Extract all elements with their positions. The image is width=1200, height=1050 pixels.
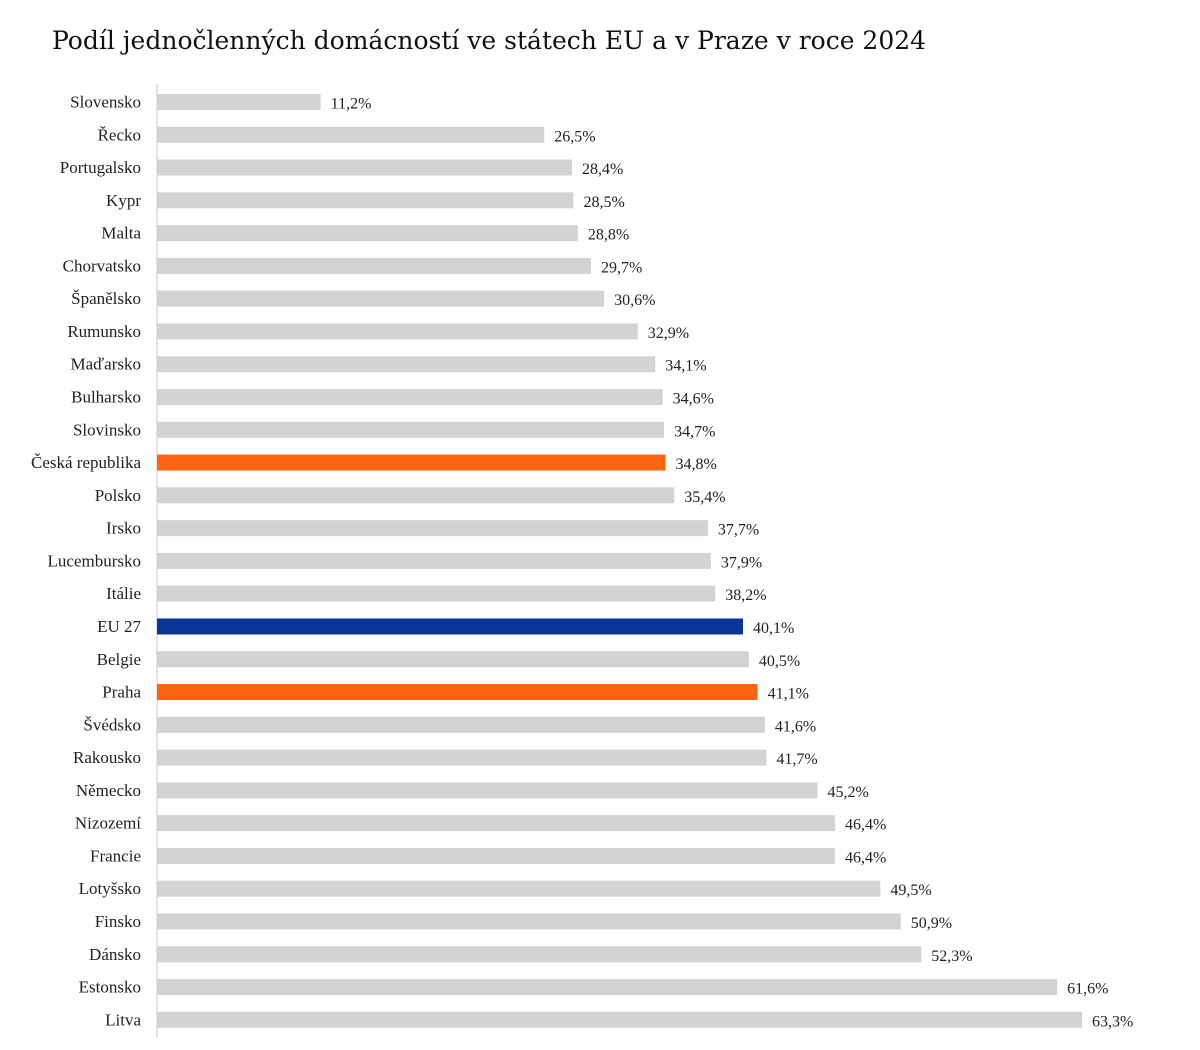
category-label-malta: Malta [101,224,141,243]
data-label-irsko: 37,7% [718,522,759,539]
data-label-rumunsko: 32,9% [648,325,689,342]
category-label-rumunsko: Rumunsko [67,322,141,341]
data-label-italie: 38,2% [725,587,766,604]
data-label-portugalsko: 28,4% [582,161,623,178]
bar-slovensko [157,94,321,110]
category-label-nizozemi: Nizozemí [75,814,141,833]
bar-polsko [157,487,675,504]
bar-spanelsko [157,290,605,307]
category-label-portugalsko: Portugalsko [60,158,141,177]
data-label-slovinsko: 34,7% [674,423,715,440]
category-label-italie: Itálie [106,584,141,603]
bar-slovinsko [157,421,665,438]
bar-lucembursko [157,552,711,569]
data-label-dansko: 52,3% [931,948,972,965]
bar-belgie [157,651,749,668]
bar-litva [157,1011,1082,1028]
bar-lotyssko [157,880,881,897]
category-label-bulharsko: Bulharsko [71,388,141,407]
data-label-spanelsko: 30,6% [614,292,655,309]
bar-nizozemi [157,815,836,832]
data-label-madarsko: 34,1% [665,358,706,375]
bar-rumunsko [157,323,638,340]
bar-kypr [157,192,574,209]
category-label-chorvatsko: Chorvatsko [63,256,141,275]
data-label-francie: 46,4% [845,849,886,866]
category-label-lucembursko: Lucembursko [48,551,141,570]
category-label-madarsko: Maďarsko [71,355,141,374]
data-label-eu-27: 40,1% [753,620,794,637]
bar-rakousko [157,749,767,766]
bar-madarsko [157,356,656,373]
data-label-ceska-republika: 34,8% [676,456,717,473]
category-label-slovinsko: Slovinsko [73,420,141,439]
category-label-ceska-republika: Česká republika [31,453,141,472]
bar-ceska-republika [157,454,666,471]
category-label-finsko: Finsko [95,912,141,931]
data-label-malta: 28,8% [588,227,629,244]
data-label-bulharsko: 34,6% [673,391,714,408]
category-label-slovensko: Slovensko [70,93,141,112]
bar-praha [157,684,758,701]
category-label-litva: Litva [105,1010,141,1029]
bar-francie [157,847,836,864]
category-label-francie: Francie [90,846,141,865]
data-label-nemecko: 45,2% [828,784,869,801]
bar-svedsko [157,716,765,733]
data-label-recko: 26,5% [554,128,595,145]
category-label-estonsko: Estonsko [79,978,141,997]
bar-portugalsko [157,159,573,176]
category-label-dansko: Dánsko [89,945,141,964]
data-label-praha: 41,1% [768,686,809,703]
data-label-belgie: 40,5% [759,653,800,670]
category-label-svedsko: Švédsko [83,715,141,734]
category-label-recko: Řecko [98,125,141,144]
bar-finsko [157,913,901,930]
data-label-lotyssko: 49,5% [890,882,931,899]
data-label-kypr: 28,5% [583,194,624,211]
data-label-chorvatsko: 29,7% [601,259,642,276]
bar-dansko [157,946,922,963]
data-label-polsko: 35,4% [684,489,725,506]
data-label-rakousko: 41,7% [776,751,817,768]
data-label-finsko: 50,9% [911,915,952,932]
bar-eu-27 [157,618,743,635]
category-label-kypr: Kypr [106,191,141,210]
chart-title: Podíl jednočlenných domácností ve státec… [52,26,927,55]
category-label-nemecko: Německo [76,781,141,800]
category-label-spanelsko: Španělsko [71,289,141,308]
bar-estonsko [157,979,1058,996]
category-label-eu-27: EU 27 [97,617,141,636]
category-label-lotyssko: Lotyšsko [79,879,141,898]
data-label-lucembursko: 37,9% [721,554,762,571]
bar-chorvatsko [157,257,592,274]
data-label-svedsko: 41,6% [775,718,816,735]
category-label-belgie: Belgie [97,650,141,669]
category-label-rakousko: Rakousko [73,748,141,767]
data-label-estonsko: 61,6% [1067,981,1108,998]
bar-nemecko [157,782,818,799]
data-label-slovensko: 11,2% [331,96,372,113]
bar-recko [157,126,545,143]
category-label-praha: Praha [102,683,141,702]
bar-bulharsko [157,389,663,406]
bar-italie [157,585,716,602]
bar-irsko [157,520,708,537]
data-label-litva: 63,3% [1092,1013,1133,1030]
data-label-nizozemi: 46,4% [845,817,886,834]
bar-malta [157,225,578,242]
category-label-irsko: Irsko [106,519,141,538]
category-label-polsko: Polsko [95,486,141,505]
